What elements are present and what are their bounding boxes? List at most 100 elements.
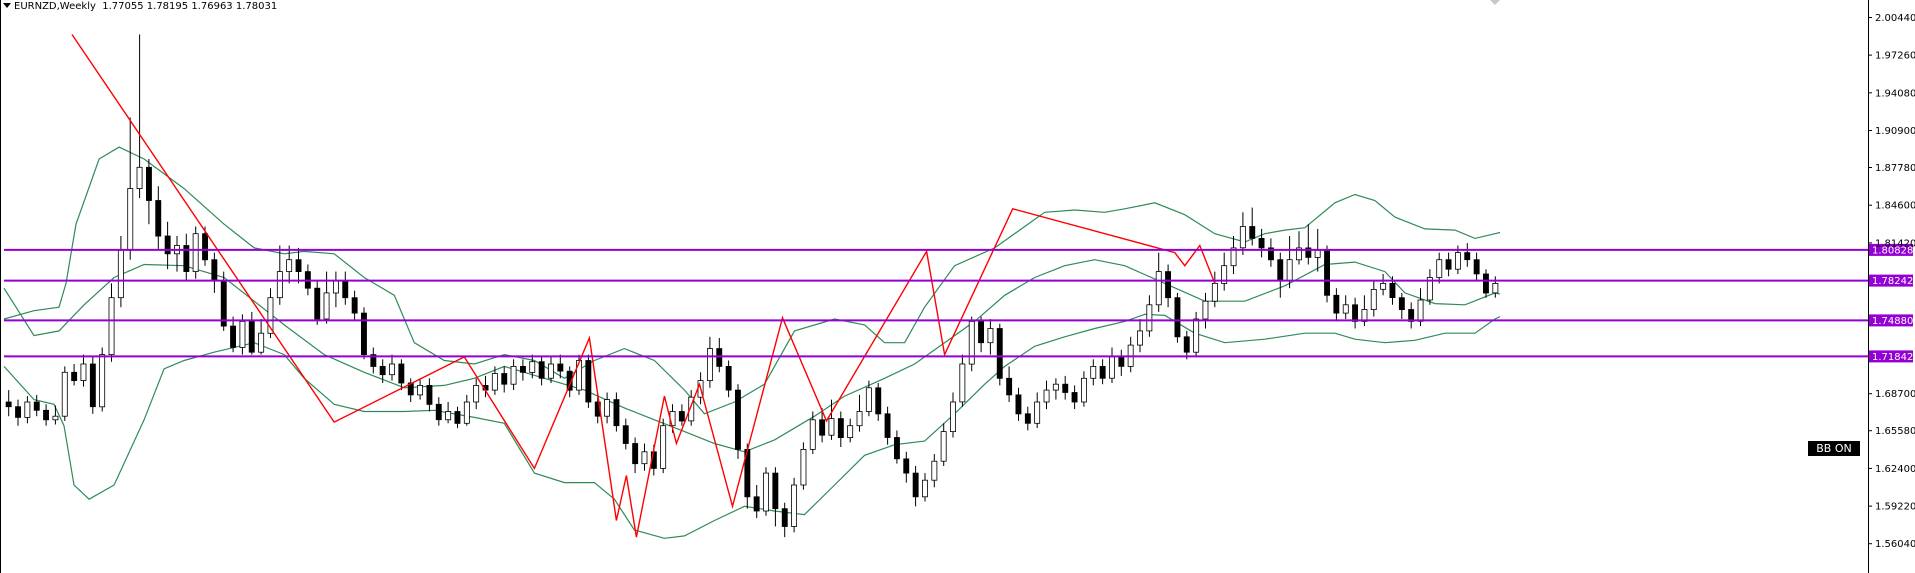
- candle: [585, 354, 592, 408]
- candle: [996, 323, 1003, 386]
- level-price-tag: [1869, 350, 1913, 363]
- bear-candle-body: [753, 496, 760, 512]
- candle: [604, 392, 610, 424]
- level-price-label: 1.80828: [1872, 245, 1913, 256]
- candle: [959, 354, 966, 407]
- bull-candle-body: [1230, 247, 1237, 267]
- bull-candle-body: [417, 384, 423, 396]
- bull-candle-body: [660, 425, 667, 469]
- bull-candle-body: [286, 259, 293, 273]
- bear-candle-body: [725, 365, 732, 391]
- bear-candle-body: [220, 280, 227, 327]
- candle: [1043, 380, 1050, 410]
- candle: [781, 502, 788, 538]
- candle: [688, 390, 695, 426]
- bear-candle-body: [1473, 259, 1480, 275]
- collapse-triangle-icon[interactable]: [3, 3, 11, 8]
- bear-candle-body: [1352, 304, 1358, 322]
- bull-candle-body: [922, 479, 928, 498]
- bull-candle-body: [1342, 304, 1349, 314]
- candle: [258, 319, 265, 355]
- bear-candle-body: [1183, 336, 1190, 353]
- y-tick-label: 1.87780: [1875, 163, 1915, 174]
- bull-candle-body: [968, 320, 975, 365]
- candle: [370, 347, 377, 374]
- bear-candle-body: [164, 235, 171, 255]
- bear-candle-body: [1445, 259, 1452, 270]
- candle: [1361, 295, 1368, 327]
- bull-candle-body: [641, 451, 648, 465]
- candle: [276, 245, 283, 305]
- bear-candle-body: [1174, 297, 1181, 338]
- bear-candle-body: [1249, 226, 1256, 239]
- bull-candle-body: [389, 363, 395, 376]
- level-line[interactable]: 1.80828: [4, 243, 1913, 257]
- horizontal-levels[interactable]: 1.80828 1.78242 1.74880 1.71842: [4, 243, 1913, 363]
- scroll-marker-icon[interactable]: [1490, 0, 1500, 5]
- level-line[interactable]: 1.78242: [4, 274, 1913, 288]
- bear-candle-body: [1258, 237, 1265, 249]
- chart-header: EURNZD,Weekly 1.77055 1.78195 1.76963 1.…: [3, 0, 277, 14]
- y-tick-label: 1.84600: [1875, 201, 1915, 212]
- candle: [931, 454, 938, 488]
- candle: [987, 319, 994, 355]
- level-price-label: 1.71842: [1872, 352, 1913, 363]
- candle: [837, 411, 844, 447]
- candle: [1239, 212, 1246, 255]
- bear-candle-body: [351, 297, 358, 314]
- bear-candle-body: [1015, 394, 1022, 415]
- candle: [33, 394, 40, 417]
- candle: [1305, 224, 1312, 265]
- candle: [136, 34, 143, 199]
- candle: [1473, 252, 1480, 282]
- bear-candle-body: [379, 365, 386, 376]
- bear-candle-body: [360, 312, 367, 356]
- candle: [791, 477, 797, 533]
- bull-candle-body: [108, 297, 115, 356]
- candle: [1183, 330, 1190, 360]
- candle: [1137, 319, 1143, 353]
- candle: [903, 451, 910, 483]
- bull-candle-body: [24, 401, 31, 418]
- bear-candle-body: [735, 389, 741, 450]
- candle: [950, 392, 956, 438]
- candle: [454, 406, 461, 429]
- candle: [1483, 269, 1489, 298]
- bear-candle-body: [1305, 247, 1312, 258]
- bull-candle-body: [80, 363, 87, 382]
- bull-candle-body: [529, 361, 536, 373]
- candle: [1492, 276, 1499, 298]
- bear-candle-body: [398, 363, 405, 384]
- bear-candle-body: [211, 259, 218, 282]
- bull-candle-body: [1417, 299, 1424, 322]
- candle: [548, 356, 554, 383]
- candle: [716, 338, 723, 373]
- bull-candle-body: [1380, 282, 1387, 290]
- bull-candle-body: [865, 387, 872, 412]
- bull-candle-body: [1211, 282, 1218, 302]
- bear-candle-body: [89, 363, 96, 408]
- bear-candle-body: [538, 361, 545, 379]
- candle: [1398, 292, 1405, 319]
- y-tick-label: 1.56040: [1875, 539, 1915, 550]
- candle: [417, 378, 423, 400]
- bollinger-bands: [3, 146, 1501, 539]
- level-line[interactable]: 1.74880: [4, 314, 1913, 327]
- candle: [314, 281, 321, 325]
- bollinger-lower: [3, 313, 1501, 539]
- bear-candle-body: [230, 325, 236, 348]
- bull-candle-body: [1043, 389, 1050, 403]
- candle: [332, 271, 339, 308]
- candle: [1193, 311, 1200, 357]
- candle: [127, 117, 134, 260]
- bull-candle-body: [1296, 247, 1302, 261]
- candle: [5, 390, 12, 417]
- bear-candle-body: [912, 472, 919, 498]
- bull-candle-body: [510, 365, 517, 385]
- level-line[interactable]: 1.71842: [4, 350, 1913, 363]
- candle: [61, 366, 68, 421]
- candle: [1052, 378, 1059, 400]
- bull-candle-body: [688, 396, 695, 422]
- candle: [800, 442, 807, 490]
